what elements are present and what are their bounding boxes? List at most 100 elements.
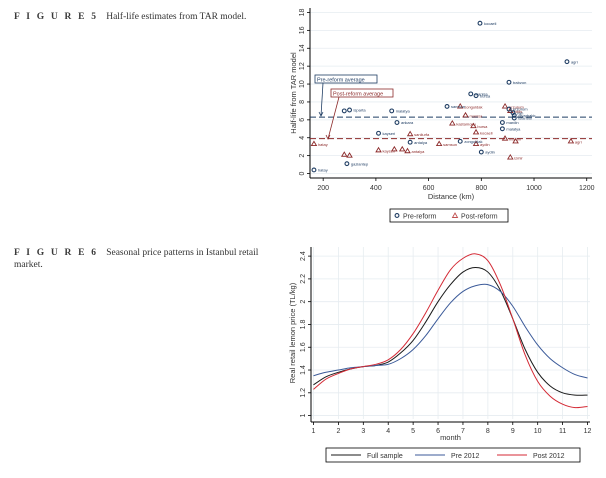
x-tick-label: 7 (461, 428, 465, 435)
pre-reform-point (394, 120, 400, 125)
x-tick-label: 5 (411, 428, 415, 435)
y-tick-label: 2.4 (300, 251, 307, 261)
pre-reform-point (347, 107, 352, 113)
point-label: ankara (401, 120, 414, 125)
y-tick-label: 2 (300, 300, 307, 304)
legend-box (325, 447, 581, 463)
point-label: kocaeli (480, 130, 493, 135)
post-reform-point (470, 122, 477, 129)
y-tick-label: 1 (300, 414, 307, 418)
series-line-full-sample (313, 267, 588, 396)
x-tick-label: 8 (486, 428, 490, 435)
legend-box (389, 208, 509, 223)
x-tick-label: 9 (511, 428, 515, 435)
point-label: manisa (469, 113, 483, 118)
post-reform-point (456, 102, 464, 109)
figure-6-text: Seasonal price patterns in Istanbul reta… (14, 248, 259, 270)
pre-reform-point (311, 167, 317, 173)
pre-reform-point (511, 112, 517, 118)
y-tick-label: 6 (299, 118, 306, 122)
y-tick-label: 1.2 (300, 388, 307, 398)
x-tick-label: 11 (559, 428, 566, 435)
point-label: kayseri (383, 131, 396, 136)
y-tick-label: 2 (299, 154, 306, 158)
post-reform-point (472, 128, 480, 135)
x-tick-label: 1000 (526, 185, 542, 192)
point-label: bursa (480, 93, 491, 98)
y-tick-label: 0 (299, 171, 306, 175)
annotation-box (314, 74, 378, 84)
figure-5-text: Half-life estimates from TAR model. (106, 12, 247, 22)
post-reform-point (346, 152, 353, 158)
point-label: isparta (354, 108, 367, 113)
x-tick-label: 800 (475, 185, 487, 192)
post-reform-point (404, 147, 411, 154)
point-label: hatay (318, 168, 328, 173)
point-label: kayseri (383, 148, 396, 153)
post-reform-point (398, 145, 406, 152)
point-label: hatay (318, 142, 328, 147)
y-tick-label: 16 (299, 26, 306, 34)
post-reform-point (310, 140, 318, 147)
pre-reform-point (564, 59, 570, 65)
x-tick-label: 12 (584, 428, 592, 435)
y-tick-label: 14 (299, 44, 306, 52)
annotation-arrowhead (325, 134, 331, 140)
x-tick-label: 4 (386, 428, 390, 435)
y-tick-label: 10 (299, 80, 306, 88)
x-tick-label: 2 (336, 428, 340, 435)
y-tick-label: 1.8 (300, 319, 307, 329)
annotation-box (330, 88, 394, 98)
post-reform-point (512, 137, 519, 144)
point-label: aydin (485, 150, 495, 155)
pre-reform-point (344, 161, 350, 167)
y-axis-title: Real retail lemon price (TL/kg) (288, 282, 297, 383)
point-label: manisa (475, 91, 489, 96)
point-label: istanbul (518, 116, 532, 121)
legend-label-full-sample: Full sample (367, 453, 403, 460)
pre-reform-point (478, 149, 484, 155)
point-label: zonguldak (464, 104, 482, 109)
y-tick-label: 2.2 (300, 274, 307, 284)
legend-label-pre-2012: Pre 2012 (451, 453, 480, 460)
pre-reform-point (506, 106, 512, 112)
y-axis-title: Half-life from TAR model (289, 52, 298, 134)
figure-5-caption: F I G U R E 5 Half-life estimates from TA… (14, 11, 264, 23)
point-label: kastamonu (456, 121, 476, 126)
point-label: antalya (414, 140, 428, 145)
legend-label-post-reform: Post-reform (461, 214, 498, 221)
y-tick-label: 18 (299, 8, 306, 16)
point-label: bitlis (514, 109, 522, 114)
point-label: erzurum (513, 107, 528, 112)
post-reform-point (501, 102, 509, 109)
series-line-post-2012 (313, 253, 588, 409)
pre-reform-point (389, 108, 395, 114)
point-label: mardin (506, 120, 518, 125)
x-axis-title: Distance (km) (428, 192, 475, 201)
post-reform-point (449, 119, 456, 126)
post-reform-point (507, 153, 514, 160)
point-label: erzurum (509, 104, 524, 109)
x-tick-label: 6 (436, 428, 440, 435)
legend-marker-pre-reform (394, 213, 400, 218)
pre-reform-point (444, 103, 450, 109)
point-label: samsun (443, 142, 457, 147)
point-label: aydin (480, 142, 490, 147)
legend-marker-post-reform (451, 212, 459, 218)
post-reform-point (375, 146, 382, 153)
annotation-label: Post-reform average (333, 92, 383, 98)
point-label: sanliurfa (414, 132, 430, 137)
figure-5-number: F I G U R E 5 (14, 12, 99, 22)
pre-reform-point (468, 91, 474, 97)
pre-reform-point (407, 139, 413, 145)
y-tick-label: 4 (299, 136, 306, 140)
pre-reform-point (499, 126, 505, 132)
pre-reform-point (376, 130, 381, 136)
x-tick-label: 200 (317, 185, 329, 192)
point-label: zonguldak (464, 139, 482, 144)
y-tick-label: 8 (299, 100, 306, 104)
pre-reform-point (506, 79, 512, 85)
pre-reform-point (341, 108, 347, 114)
annotation-label: Pre-reform average (317, 78, 365, 84)
pre-reform-point (511, 115, 517, 121)
